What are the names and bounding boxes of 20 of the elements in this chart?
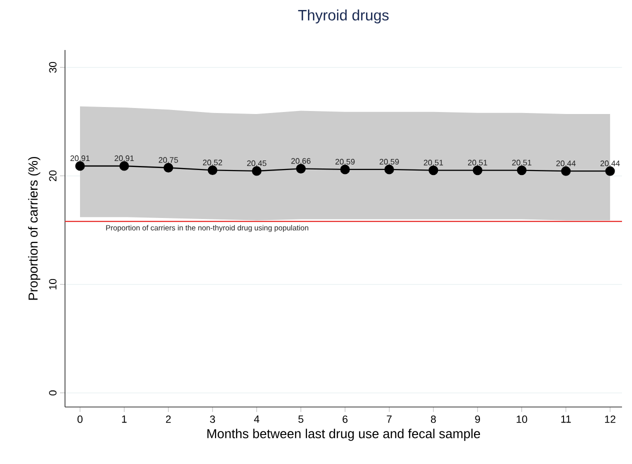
x-tick-label: 0: [78, 416, 83, 423]
x-tick-label: 4: [254, 416, 260, 423]
chart-title: Thyroid drugs: [298, 10, 389, 24]
x-tick-label: 10: [516, 416, 528, 423]
y-axis-title: Proportion of carriers (%): [28, 156, 40, 300]
x-tick-label: 9: [475, 416, 480, 423]
x-tick-label: 2: [166, 416, 171, 423]
x-tick-label: 12: [605, 416, 616, 423]
y-tick-label: 10: [49, 278, 56, 290]
x-tick-label: 6: [342, 416, 348, 423]
x-tick-label: 1: [122, 416, 127, 423]
x-tick-label: 7: [386, 416, 392, 423]
y-tick-label: 20: [49, 170, 56, 182]
x-tick-label: 5: [298, 416, 304, 423]
y-tick-label: 0: [49, 390, 56, 396]
x-tick-label: 8: [430, 416, 436, 423]
x-tick-label: 11: [561, 416, 571, 423]
y-tick-label: 30: [49, 62, 56, 73]
x-tick-label: 3: [210, 416, 215, 423]
x-axis-title: Months between last drug use and fecal sample: [207, 428, 480, 441]
